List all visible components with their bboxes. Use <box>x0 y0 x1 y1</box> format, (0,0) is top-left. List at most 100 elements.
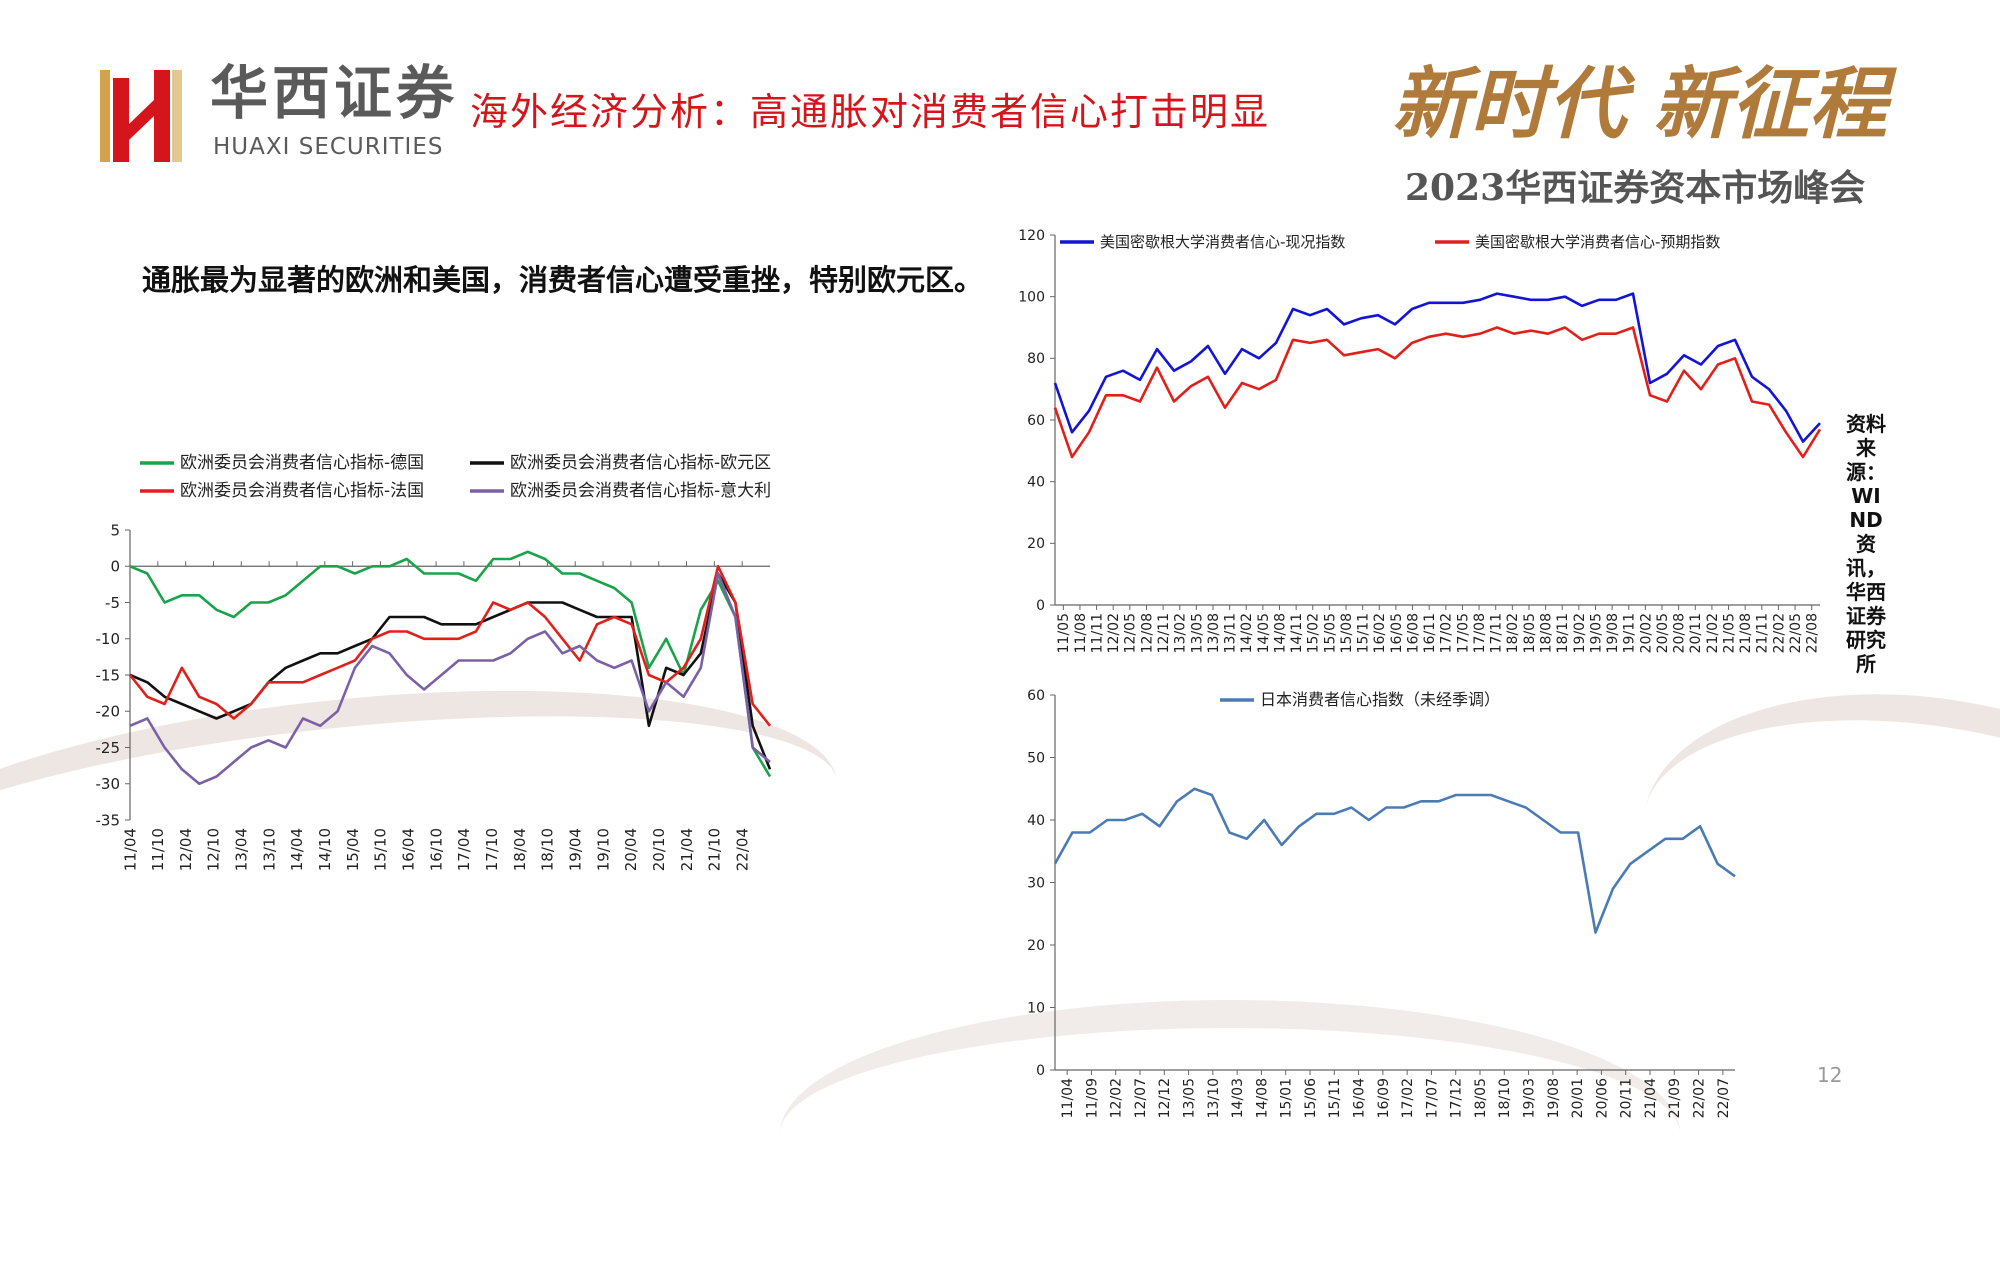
x-tick-label: 19/02 <box>1572 613 1588 653</box>
x-tick-label: 17/02 <box>1400 1078 1416 1118</box>
x-tick-label: 18/11 <box>1555 613 1571 653</box>
slogan: 新时代 新征程 <box>1392 59 1888 150</box>
x-tick-label: 13/11 <box>1223 613 1239 653</box>
x-tick-label: 20/11 <box>1688 613 1704 653</box>
y-tick-label: -30 <box>96 775 121 793</box>
x-tick-label: 14/04 <box>288 828 306 871</box>
x-tick-label: 22/05 <box>1788 613 1804 653</box>
x-tick-label: 17/02 <box>1439 613 1455 653</box>
summit-name: 2023华西证券资本市场峰会 <box>1405 167 1866 209</box>
x-tick-label: 11/04 <box>1060 1078 1076 1118</box>
series-line-us-1 <box>1053 326 1822 459</box>
y-tick-label: 50 <box>1027 750 1045 766</box>
x-tick-label: 11/10 <box>149 828 167 871</box>
series-line-eu-2 <box>128 565 772 727</box>
x-tick-label: 22/02 <box>1771 613 1787 653</box>
x-tick-label: 12/07 <box>1133 1078 1149 1118</box>
x-tick-label: 18/10 <box>1497 1078 1513 1118</box>
x-tick-label: 19/11 <box>1622 613 1638 653</box>
y-tick-label: -35 <box>96 811 121 829</box>
x-tick-label: 13/10 <box>1206 1078 1222 1118</box>
x-tick-label: 13/04 <box>233 828 251 871</box>
x-tick-label: 16/02 <box>1372 613 1388 653</box>
legend-label-jp-0: 日本消费者信心指数（未经季调） <box>1260 690 1500 709</box>
x-tick-label: 14/10 <box>316 828 334 871</box>
x-tick-label: 12/04 <box>177 828 195 871</box>
x-tick-label: 11/05 <box>1056 613 1072 653</box>
japan-consumer-confidence-chart: 60 50 40 30 20 10 0 11/04 11/09 12/02 12/07 12/12 13… <box>1027 688 1736 1118</box>
x-tick-label: 19/03 <box>1521 1078 1537 1118</box>
x-tick-label: 15/11 <box>1327 1078 1343 1118</box>
brand-name-en: HUAXI SECURITIES <box>213 134 444 160</box>
summary-text: 通胀最为显著的欧洲和美国，消费者信心遭受重挫，特别欧元区。 <box>142 263 984 297</box>
y-tick-label: -20 <box>96 703 121 721</box>
x-tick-label: 18/02 <box>1505 613 1521 653</box>
y-tick-label: 5 <box>110 521 120 539</box>
x-tick-label: 15/10 <box>372 828 390 871</box>
x-tick-label: 20/01 <box>1570 1078 1586 1118</box>
y-tick-label: 10 <box>1027 1000 1045 1016</box>
x-tick-label: 22/08 <box>1805 613 1821 653</box>
x-tick-label: 14/03 <box>1230 1078 1246 1118</box>
x-tick-label: 21/04 <box>678 828 696 871</box>
x-tick-label: 21/11 <box>1755 613 1771 653</box>
x-tick-label: 16/08 <box>1405 613 1421 653</box>
x-tick-label: 17/04 <box>455 828 473 871</box>
x-tick-label: 15/04 <box>344 828 362 871</box>
x-tick-label: 20/05 <box>1655 613 1671 653</box>
legend-label-eu-0: 欧洲委员会消费者信心指标-德国 <box>180 453 424 473</box>
legend-label-eu-2: 欧洲委员会消费者信心指标-法国 <box>180 481 424 501</box>
y-tick-label: 30 <box>1027 875 1045 891</box>
x-tick-label: 15/11 <box>1356 613 1372 653</box>
x-tick-label: 15/01 <box>1279 1078 1295 1118</box>
x-tick-label: 20/08 <box>1672 613 1688 653</box>
x-tick-label: 16/11 <box>1422 613 1438 653</box>
x-tick-label: 14/08 <box>1254 1078 1270 1118</box>
y-tick-label: 120 <box>1018 228 1045 244</box>
y-tick-label: -10 <box>96 630 121 648</box>
page-number: 12 <box>1817 1063 1843 1087</box>
x-tick-label: 17/11 <box>1489 613 1505 653</box>
x-tick-label: 14/05 <box>1256 613 1272 653</box>
x-tick-label: 18/05 <box>1473 1078 1489 1118</box>
x-tick-label: 13/02 <box>1173 613 1189 653</box>
legend-label-eu-3: 欧洲委员会消费者信心指标-意大利 <box>510 481 771 501</box>
series-line-jp-0 <box>1053 787 1736 934</box>
us-consumer-sentiment-chart: 120 100 80 60 40 20 0 11/05 11/08 11/11 12/02 12/05… <box>1018 228 1822 653</box>
y-tick-label: -25 <box>96 739 121 757</box>
y-tick-label: 60 <box>1027 413 1045 429</box>
x-tick-label: 18/10 <box>539 828 557 871</box>
x-tick-label: 21/02 <box>1705 613 1721 653</box>
x-tick-label: 21/08 <box>1738 613 1754 653</box>
x-tick-label: 13/05 <box>1181 1078 1197 1118</box>
y-tick-label: 80 <box>1027 351 1045 367</box>
x-tick-label: 18/08 <box>1538 613 1554 653</box>
x-tick-label: 19/10 <box>594 828 612 871</box>
series-line-us-0 <box>1053 292 1821 443</box>
x-tick-label: 15/02 <box>1306 613 1322 653</box>
x-tick-label: 16/09 <box>1376 1078 1392 1118</box>
x-tick-label: 15/08 <box>1339 613 1355 653</box>
y-tick-label: -5 <box>105 594 120 612</box>
y-tick-label: 20 <box>1027 536 1045 552</box>
y-tick-label: 0 <box>1036 1063 1045 1079</box>
x-tick-label: 12/05 <box>1123 613 1139 653</box>
source-note: 资料来源：WIND资讯，华西证券研究所 <box>1846 412 1886 676</box>
legend-label-us-1: 美国密歇根大学消费者信心-预期指数 <box>1475 233 1720 251</box>
x-tick-label: 12/08 <box>1139 613 1155 653</box>
x-tick-label: 16/10 <box>427 828 445 871</box>
x-tick-label: 11/08 <box>1073 613 1089 653</box>
x-tick-label: 18/05 <box>1522 613 1538 653</box>
x-tick-label: 13/08 <box>1206 613 1222 653</box>
x-tick-label: 17/10 <box>483 828 501 871</box>
y-tick-label: 40 <box>1027 475 1045 491</box>
x-tick-label: 20/11 <box>1619 1078 1635 1118</box>
series-line-eu-0 <box>129 550 772 778</box>
x-tick-label: 20/06 <box>1594 1078 1610 1118</box>
x-tick-label: 12/02 <box>1109 1078 1125 1118</box>
x-tick-label: 12/11 <box>1156 613 1172 653</box>
x-tick-label: 16/04 <box>400 828 418 871</box>
x-tick-label: 14/11 <box>1289 613 1305 653</box>
legend-label-eu-1: 欧洲委员会消费者信心指标-欧元区 <box>510 453 771 473</box>
x-tick-label: 16/05 <box>1389 613 1405 653</box>
